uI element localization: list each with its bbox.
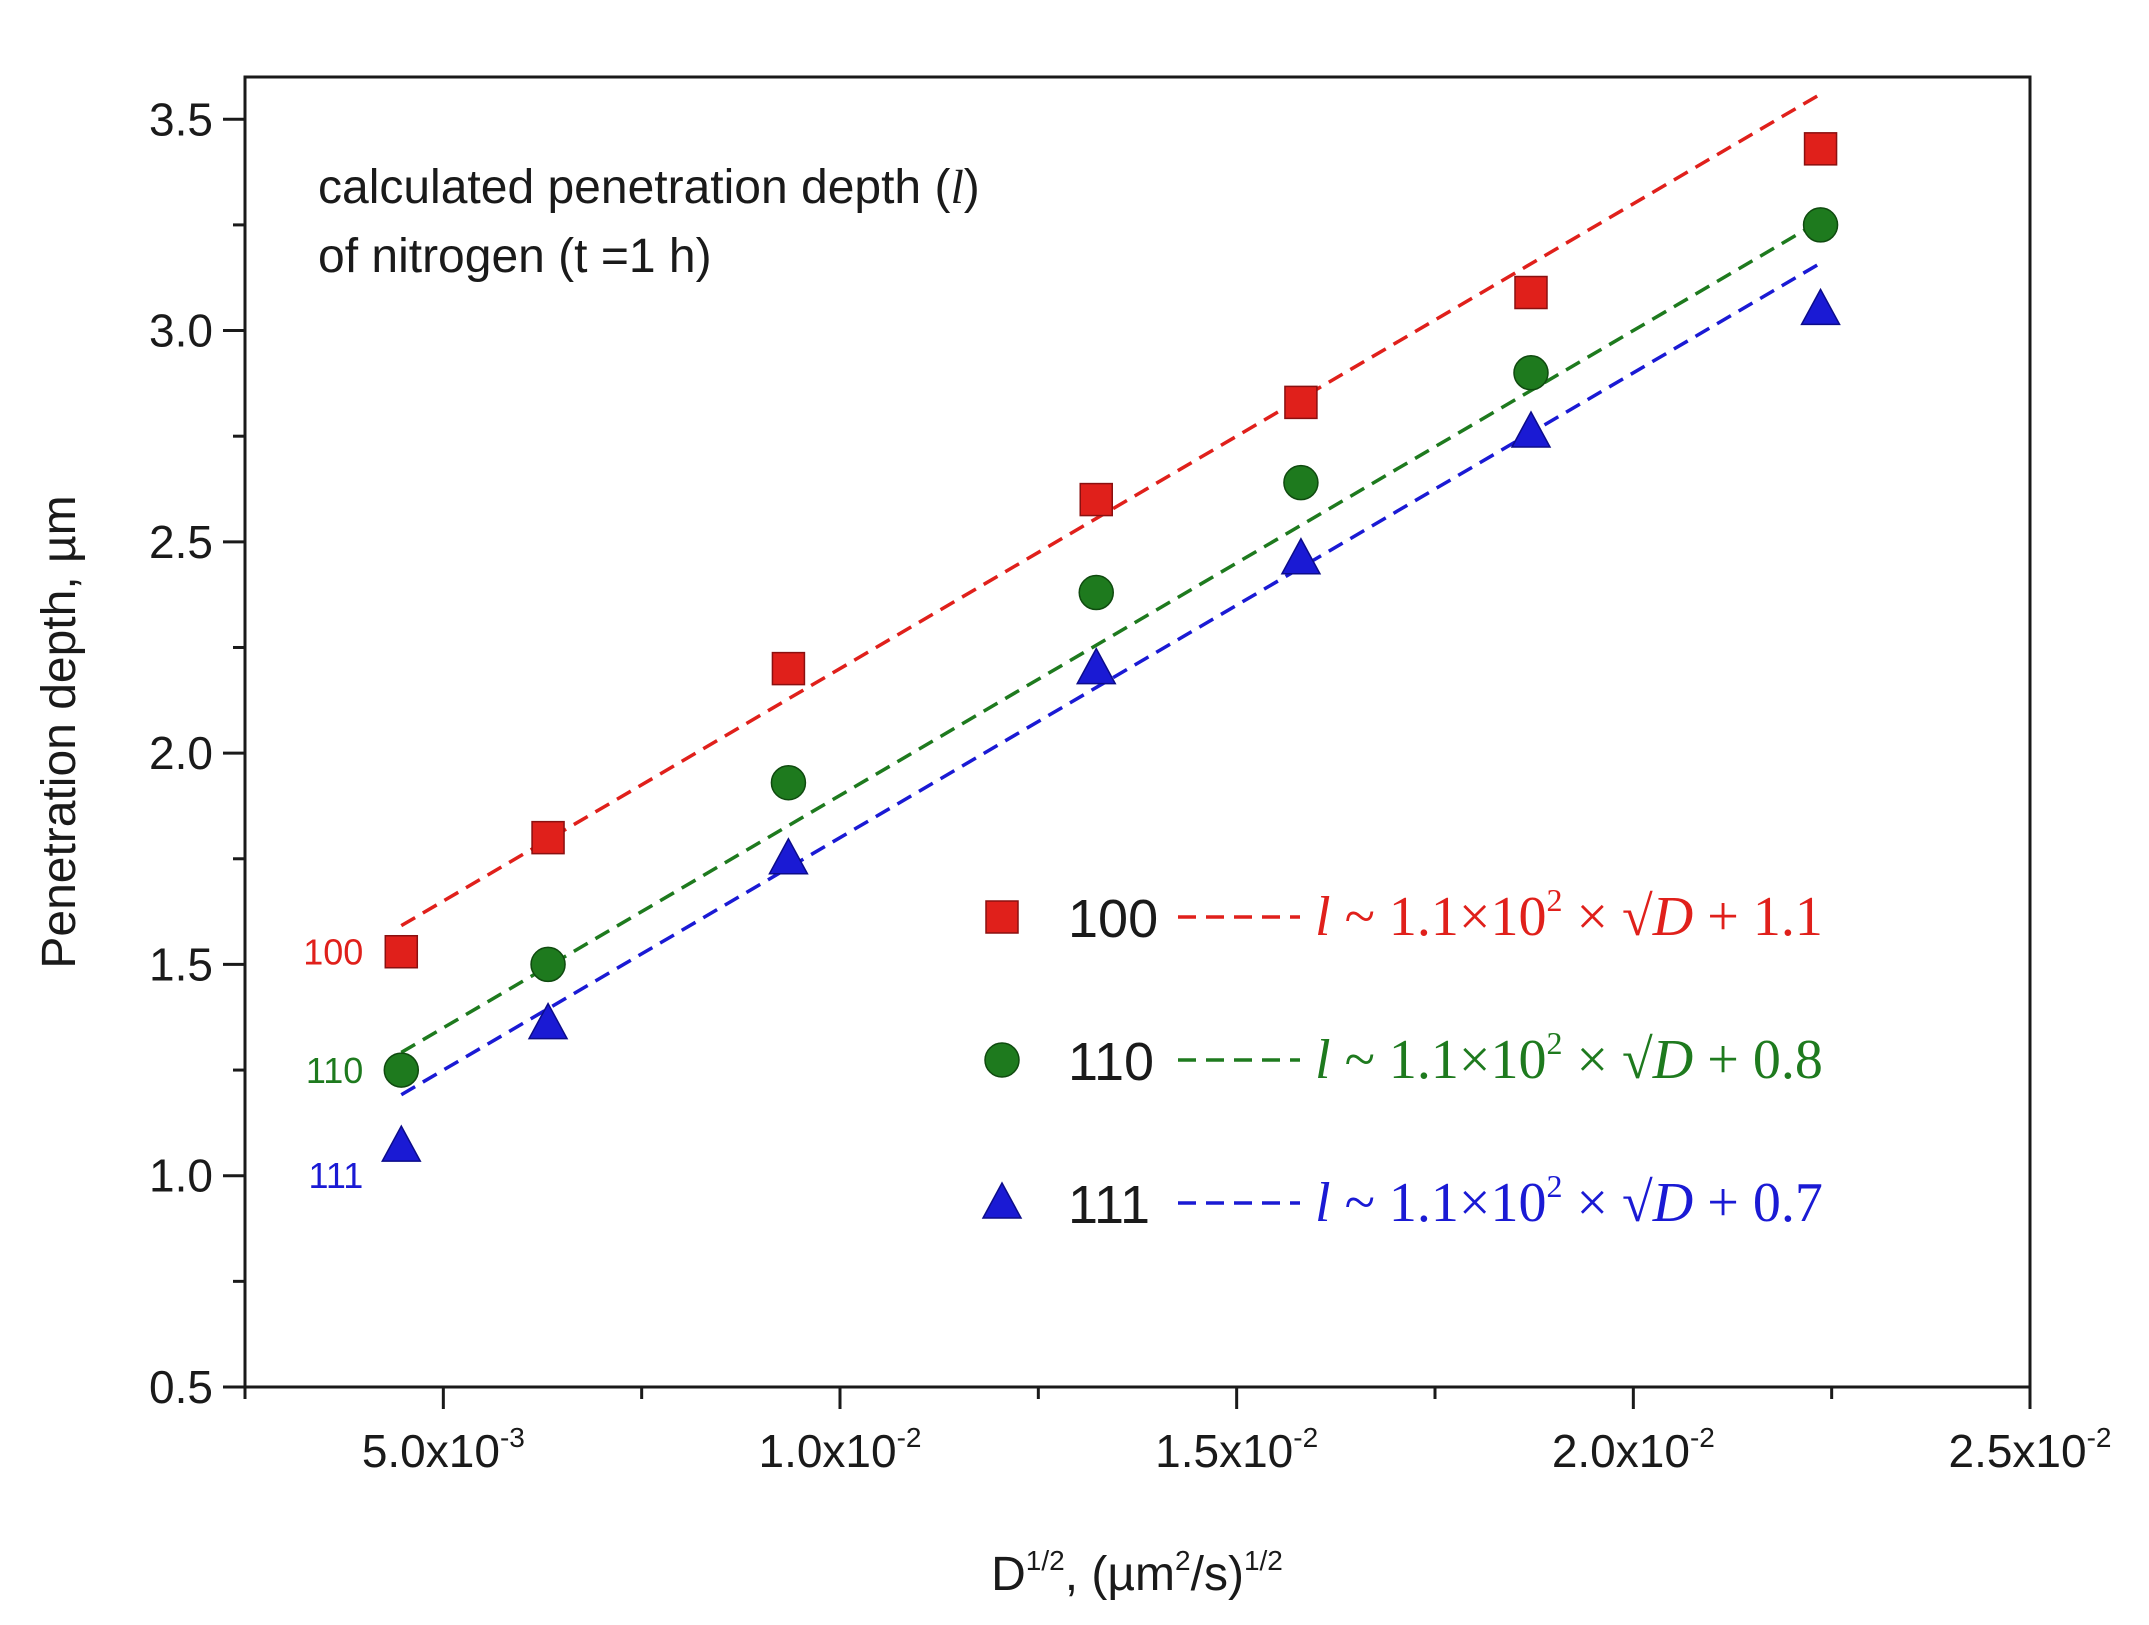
y-tick-label: 1.5 (149, 938, 213, 990)
eq-variable-l: l (1315, 886, 1331, 948)
tick-labels: 0.51.01.52.02.53.03.55.0x10-3 1.0x10-2 1.5… (149, 93, 2111, 1477)
series-side-labels: 100 110 111 (303, 932, 363, 1196)
eq-times: × (1562, 886, 1622, 948)
side-label-110: 110 (306, 1050, 363, 1091)
y-tick-label: 3.5 (149, 93, 213, 145)
eq-times: × (1562, 1029, 1622, 1091)
data-markers (381, 132, 1841, 1162)
data-point-110 (770, 764, 807, 801)
legend-marker-111 (981, 1181, 1023, 1219)
data-point-100 (1079, 482, 1113, 517)
x-tick-exponent: -2 (1690, 1422, 1715, 1453)
eq-variable-d: D (1652, 886, 1693, 948)
annotation-line-1: calculated penetration depth (l) (318, 161, 980, 214)
eq-sqrt: √ (1622, 1029, 1653, 1091)
x-tick-exponent: -2 (1293, 1422, 1318, 1453)
x-tick-label: 1.5x10-2 (1155, 1422, 1318, 1477)
annotation-line-1-suffix: ) (964, 161, 980, 214)
x-axis-title-base: D (991, 1548, 1026, 1601)
data-point-100 (1803, 132, 1838, 166)
plot-frame (243, 75, 2032, 1389)
y-tick-label: 0.5 (149, 1361, 213, 1413)
eq-intercept: + 1.1 (1693, 886, 1823, 948)
legend-equation-100: l ~ 1.1×102 × √D + 1.1 (1315, 882, 1823, 948)
data-point-100 (531, 820, 565, 855)
legend-marker-110 (984, 1042, 1020, 1078)
x-axis-title: D1/2, (µm2/s)1/2 (991, 1545, 1283, 1601)
x-tick-mantissa: 1.5x10 (1155, 1425, 1293, 1477)
x-axis-title-exp2: 2 (1175, 1545, 1191, 1576)
eq-times: × (1562, 1172, 1622, 1234)
x-axis-title-mid: , (µm (1065, 1548, 1175, 1601)
x-tick-mantissa: 2.5x10 (1948, 1425, 2086, 1477)
axis-ticks (223, 117, 2032, 1409)
eq-variable-l: l (1315, 1172, 1331, 1234)
side-label-100: 100 (303, 932, 363, 973)
data-point-110 (1802, 207, 1839, 243)
data-point-100 (1514, 275, 1548, 310)
x-tick-label: 2.5x10-2 (1948, 1422, 2111, 1477)
eq-coefficient: ~ 1.1×10 (1331, 1172, 1547, 1234)
legend-label-110: 110 (1068, 1032, 1154, 1092)
x-tick-label: 2.0x10-2 (1552, 1422, 1715, 1477)
annotation-variable: l (950, 161, 963, 214)
data-point-100 (1284, 385, 1318, 420)
eq-coefficient: ~ 1.1×10 (1331, 886, 1547, 948)
eq-variable-d: D (1652, 1172, 1693, 1234)
eq-variable-d: D (1652, 1029, 1693, 1091)
legend-label-100: 100 (1068, 889, 1158, 949)
x-axis-title-mid2: /s) (1191, 1548, 1244, 1601)
data-point-110 (1283, 464, 1319, 501)
side-label-111: 111 (309, 1155, 364, 1196)
annotation-line-2: of nitrogen (t =1 h) (318, 230, 712, 283)
eq-exponent: 2 (1546, 1168, 1562, 1204)
eq-sqrt: √ (1622, 886, 1653, 948)
eq-exponent: 2 (1546, 1025, 1562, 1061)
x-axis-title-exp3: 1/2 (1244, 1545, 1283, 1576)
x-tick-exponent: -2 (2087, 1422, 2112, 1453)
annotation-line-1-prefix: calculated penetration depth ( (318, 161, 950, 214)
legend-equation-110: l ~ 1.1×102 × √D + 0.8 (1315, 1025, 1823, 1091)
eq-intercept: + 0.8 (1693, 1029, 1823, 1091)
data-point-110 (530, 946, 566, 983)
eq-variable-l: l (1315, 1029, 1331, 1091)
x-tick-mantissa: 1.0x10 (758, 1425, 896, 1477)
data-point-111 (527, 1002, 569, 1040)
eq-exponent: 2 (1546, 882, 1562, 918)
legend-marker-100 (985, 900, 1019, 934)
x-tick-mantissa: 2.0x10 (1552, 1425, 1690, 1477)
data-point-111 (1510, 410, 1552, 448)
y-tick-label: 2.0 (149, 727, 213, 779)
x-tick-label: 5.0x10-3 (362, 1422, 525, 1477)
x-tick-mantissa: 5.0x10 (362, 1425, 500, 1477)
x-tick-label: 1.0x10-2 (758, 1422, 921, 1477)
legend-label-111: 111 (1068, 1175, 1150, 1235)
x-tick-exponent: -2 (897, 1422, 922, 1453)
y-axis-title: Penetration depth, µm (33, 495, 86, 968)
data-point-110 (1078, 574, 1114, 611)
legend-equation-111: l ~ 1.1×102 × √D + 0.7 (1315, 1168, 1823, 1234)
x-tick-exponent: -3 (500, 1422, 525, 1453)
eq-intercept: + 0.7 (1693, 1172, 1823, 1234)
data-point-110 (1513, 355, 1549, 391)
y-tick-label: 2.5 (149, 516, 213, 568)
data-point-111 (1075, 647, 1117, 685)
data-point-110 (383, 1052, 420, 1088)
data-point-111 (381, 1124, 422, 1162)
data-point-111 (1280, 537, 1322, 575)
data-point-111 (768, 837, 809, 875)
data-point-100 (771, 651, 806, 686)
eq-sqrt: √ (1622, 1172, 1653, 1234)
x-axis-title-exp1: 1/2 (1026, 1545, 1065, 1576)
eq-coefficient: ~ 1.1×10 (1331, 1029, 1547, 1091)
y-tick-label: 1.0 (149, 1150, 213, 1202)
data-point-111 (1800, 287, 1841, 326)
data-point-100 (384, 934, 419, 969)
y-tick-label: 3.0 (149, 305, 213, 357)
